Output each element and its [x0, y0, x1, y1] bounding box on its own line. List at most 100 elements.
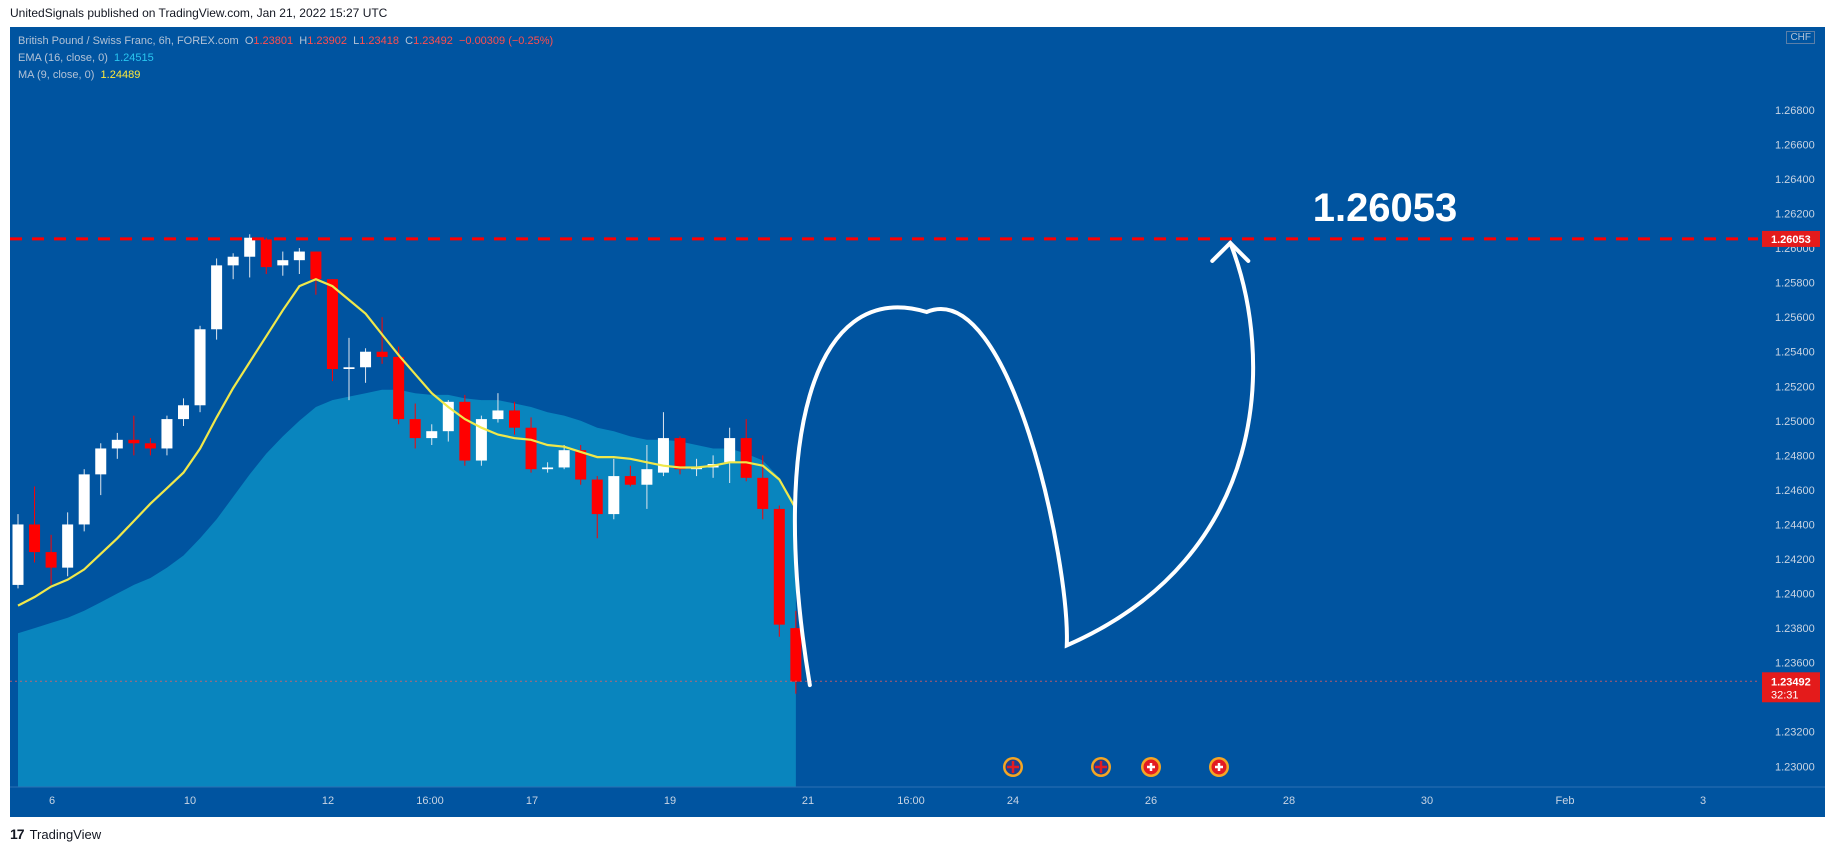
price-tick: 1.24200	[1775, 554, 1815, 566]
candle-body	[12, 524, 24, 585]
candle-body	[509, 410, 520, 428]
current-price-tag	[1762, 672, 1820, 703]
target-price-tag	[1762, 230, 1820, 247]
candle-body	[78, 474, 90, 525]
legend-symbol-row: British Pound / Swiss Franc, 6h, FOREX.c…	[18, 33, 553, 50]
legend-open-value: 1.23801	[253, 35, 294, 47]
candle-body	[343, 367, 355, 369]
price-tick: 1.23600	[1775, 658, 1815, 670]
legend-close-label: C	[405, 35, 414, 47]
candle-body	[558, 450, 570, 468]
time-tick: Feb	[1556, 795, 1575, 807]
candle-body	[211, 265, 223, 330]
legend-ma-label: MA (9, close, 0)	[18, 69, 95, 81]
time-tick: 12	[322, 795, 334, 807]
legend-low-label: L	[353, 35, 360, 47]
candle-body	[293, 251, 305, 261]
candle-body	[409, 419, 421, 439]
price-tick: 1.26400	[1775, 174, 1815, 186]
candle-body	[591, 479, 603, 515]
price-tick: 1.23800	[1775, 623, 1815, 635]
uk-flag-icon	[1003, 757, 1023, 777]
price-tick: 1.24800	[1775, 450, 1815, 462]
candlestick-series	[12, 234, 802, 694]
candle-body	[492, 410, 504, 420]
candle-body	[459, 401, 471, 461]
candle-body	[757, 477, 769, 509]
candle-body	[128, 439, 140, 444]
candle-body	[376, 351, 388, 357]
price-tick: 1.25200	[1775, 381, 1815, 393]
candle-body	[161, 419, 173, 449]
tradingview-logo-icon: 17	[10, 826, 25, 842]
candle-body	[277, 260, 289, 266]
target-price-tag-text: 1.26053	[1771, 234, 1811, 246]
candle-body	[773, 508, 785, 625]
target-price-label: 1.26053	[1313, 186, 1458, 230]
chart-overlays: 1.26053	[10, 186, 1760, 777]
price-tick: 1.24400	[1775, 519, 1815, 531]
candle-body	[62, 524, 74, 568]
current-price-tag-text: 1.23492	[1771, 676, 1811, 688]
arrow-head-icon	[1210, 240, 1251, 263]
legend-high-value: 1.23902	[307, 35, 347, 47]
candle-body	[740, 438, 752, 478]
time-tick: 30	[1421, 795, 1433, 807]
candle-body	[657, 438, 669, 473]
ma-line	[17, 278, 797, 607]
legend-change: −0.00309 (−0.25%)	[458, 35, 554, 47]
time-tick: 16:00	[897, 795, 925, 807]
legend-ma-row[interactable]: MA (9, close, 0) 1.24489	[18, 67, 553, 84]
candle-body	[194, 329, 206, 406]
candle-body	[310, 251, 322, 280]
candle-body	[326, 279, 338, 369]
time-tick: 6	[49, 795, 55, 807]
time-tick: 17	[526, 795, 538, 807]
candle-body	[542, 467, 554, 470]
candle-body	[29, 524, 41, 553]
candle-body	[227, 256, 239, 266]
time-tick: 21	[802, 795, 814, 807]
candle-body	[45, 552, 57, 568]
time-axis[interactable]: 6 10 12 16:00 17 19 21 16:00 24 26 28 30 Feb 3	[10, 786, 1825, 817]
indicator-lines	[17, 278, 797, 607]
time-tick: 10	[184, 795, 196, 807]
candle-body	[442, 401, 454, 432]
time-axis-bg	[10, 787, 1825, 817]
legend-low-value: 1.23418	[359, 35, 399, 47]
chart-frame[interactable]: 1.26053 1.23000 1.23200 1.23600 1.23800 1.24…	[10, 27, 1825, 817]
legend-close-value: 1.23492	[413, 35, 453, 47]
time-tick: 26	[1145, 795, 1157, 807]
publisher-header: UnitedSignals published on TradingView.c…	[10, 6, 388, 20]
candle-body	[525, 427, 537, 470]
time-tick: 16:00	[416, 795, 444, 807]
legend-ema-label: EMA (16, close, 0)	[18, 52, 108, 64]
price-tick: 1.26800	[1775, 105, 1815, 117]
legend-ema-value: 1.24515	[114, 52, 154, 64]
time-tick: 24	[1007, 795, 1019, 807]
candle-body	[724, 438, 736, 463]
projection-curve	[792, 240, 1256, 688]
time-tick: 28	[1283, 795, 1295, 807]
price-chart[interactable]: 1.26053 1.23000 1.23200 1.23600 1.23800 1.24…	[10, 27, 1825, 817]
price-tick: 1.23000	[1775, 761, 1815, 773]
candle-body	[426, 431, 438, 439]
candle-body	[111, 439, 123, 449]
legend-ema-row[interactable]: EMA (16, close, 0) 1.24515	[18, 50, 553, 67]
candle-body	[393, 356, 405, 420]
price-axis[interactable]: 1.23000 1.23200 1.23600 1.23800 1.24000 1.242…	[1758, 27, 1825, 817]
candle-body	[641, 469, 653, 485]
candle-body	[244, 237, 256, 257]
tradingview-brand: TradingView	[29, 826, 102, 842]
candle-body	[475, 419, 487, 461]
price-tick: 1.23200	[1775, 727, 1815, 739]
candle-body	[624, 476, 636, 485]
currency-badge[interactable]: CHF	[1786, 31, 1815, 44]
candle-body	[575, 450, 587, 480]
price-tick: 1.25600	[1775, 312, 1815, 324]
price-tick: 1.24600	[1775, 485, 1815, 497]
tradingview-footer[interactable]: 17 TradingView	[10, 826, 101, 842]
price-tick: 1.24000	[1775, 589, 1815, 601]
time-tick: 19	[664, 795, 676, 807]
candle-body	[95, 448, 107, 475]
